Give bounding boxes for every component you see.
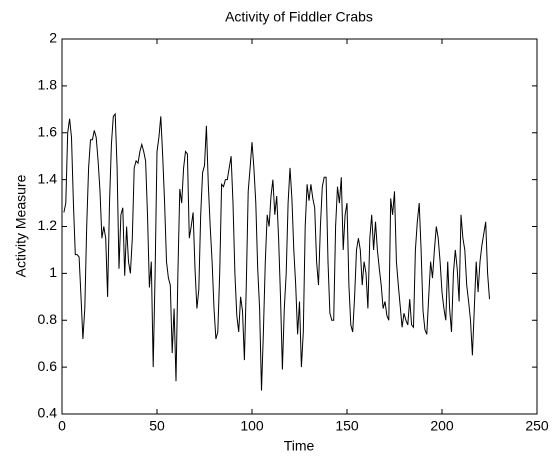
y-axis-label: Activity Measure	[13, 174, 29, 277]
x-tick-label: 200	[430, 418, 454, 434]
y-tick-label: 1.6	[38, 123, 58, 139]
y-tick-label: 1.2	[38, 217, 58, 233]
plot-frame	[61, 38, 538, 415]
y-tick-label: 1.8	[38, 77, 58, 93]
chart-title: Activity of Fiddler Crabs	[225, 9, 373, 25]
y-tick-label: 0.6	[38, 358, 58, 374]
x-tick-label: 0	[58, 418, 66, 434]
x-tick-label: 150	[335, 418, 359, 434]
y-tick-label: 0.8	[38, 311, 58, 327]
y-tick-label: 1	[49, 264, 57, 280]
x-tick-label: 100	[240, 418, 264, 434]
x-tick-label: 250	[525, 418, 549, 434]
y-tick-label: 1.4	[38, 170, 58, 186]
x-axis-label: Time	[284, 438, 315, 454]
y-tick-label: 0.4	[38, 405, 58, 421]
y-tick-label: 2	[49, 30, 57, 46]
data-line	[63, 112, 490, 391]
x-tick-label: 50	[149, 418, 165, 434]
